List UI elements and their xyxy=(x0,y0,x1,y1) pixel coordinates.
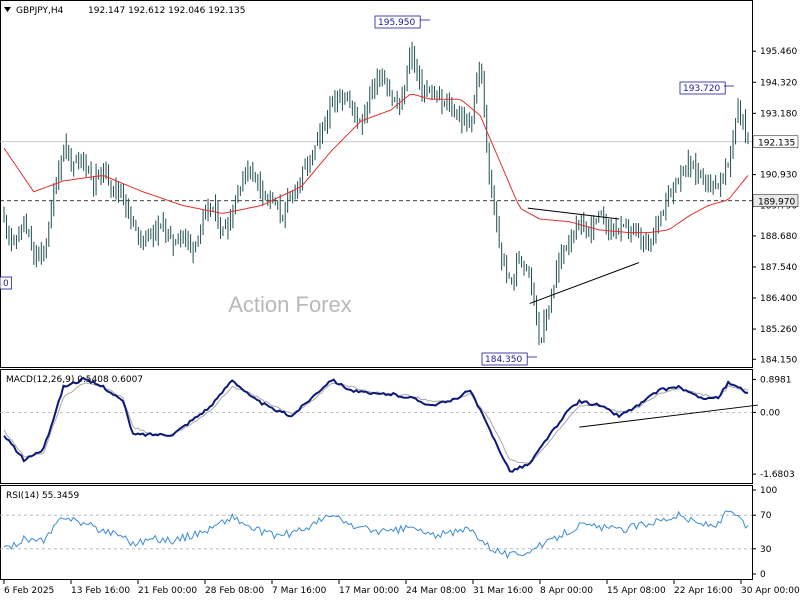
price-tick-label: 186.400 xyxy=(760,294,797,304)
recent-high-label-text: 193.720 xyxy=(683,84,720,94)
support-axis-label-text: 189.970 xyxy=(758,197,795,207)
time-tick-label: 31 Mar 16:00 xyxy=(473,586,533,596)
low-label: 184.350 xyxy=(481,352,528,366)
high-label-box xyxy=(374,15,421,29)
macd-line xyxy=(3,376,749,473)
recent-high-label-box xyxy=(679,81,726,95)
price-tick-label: 195.460 xyxy=(760,47,797,57)
left-cut-label-box xyxy=(0,276,13,290)
triangle-lower-line xyxy=(529,262,640,304)
time-tick-label: 7 Mar 16:00 xyxy=(272,586,327,596)
price-tick-label: 193.180 xyxy=(760,109,797,119)
time-tick-label: 8 Apr 00:00 xyxy=(540,586,593,596)
support-axis-label-box xyxy=(752,194,799,208)
dropdown-arrow-icon[interactable] xyxy=(4,7,11,12)
high-label-text: 195.950 xyxy=(378,18,415,28)
time-tick-label: 30 Apr 00:00 xyxy=(741,586,800,596)
watermark: Action Forex xyxy=(228,292,352,317)
current-price-axis-label-text: 192.135 xyxy=(758,138,795,148)
high-label: 195.950 xyxy=(374,15,421,29)
time-tick-label: 15 Apr 08:00 xyxy=(607,586,666,596)
macd-panel xyxy=(0,369,753,484)
price-tick-label: 185.260 xyxy=(760,325,797,335)
price-tick-label: 184.150 xyxy=(760,355,797,365)
rsi-tick-label: 0 xyxy=(760,570,766,580)
rsi-line xyxy=(3,510,749,560)
price-panel xyxy=(0,0,753,368)
triangle-upper-line xyxy=(527,207,620,220)
ohlc-values: 192.147 192.612 192.046 192.135 xyxy=(88,6,245,16)
rsi-title: RSI(14) 55.3459 xyxy=(6,491,79,501)
price-tick-label: 194.320 xyxy=(760,78,797,88)
rsi-tick-label: 70 xyxy=(760,511,772,521)
price-tick-label: 187.540 xyxy=(760,263,797,273)
time-tick-label: 6 Feb 2025 xyxy=(4,586,54,596)
low-label-text: 184.350 xyxy=(485,355,522,365)
left-cut-label-text: 0 xyxy=(3,279,9,289)
support-axis-label: 189.970 xyxy=(752,194,799,208)
left-cut-label: 0 xyxy=(0,276,13,290)
recent-high-label: 193.720 xyxy=(679,81,726,95)
rsi-layer xyxy=(0,510,752,560)
macd-tick-label: 0.00 xyxy=(760,408,780,418)
axis-layer: 195.460194.320193.180192.040190.930189.7… xyxy=(3,47,800,596)
current-price-axis-label-box xyxy=(752,135,799,149)
price-tick-label: 188.680 xyxy=(760,232,797,242)
price-layer: 195.950 184.350 193.720 0 xyxy=(0,15,752,366)
time-tick-label: 21 Feb 00:00 xyxy=(138,586,197,596)
time-tick-label: 17 Mar 00:00 xyxy=(339,586,399,596)
moving-average-line xyxy=(3,93,749,234)
macd-tick-label: 0.8981 xyxy=(760,375,792,385)
time-tick-label: 24 Mar 08:00 xyxy=(406,586,466,596)
macd-layer xyxy=(0,376,758,473)
rsi-tick-label: 100 xyxy=(760,486,777,496)
low-label-box xyxy=(481,352,528,366)
price-tick-label: 190.930 xyxy=(760,171,797,181)
macd-tick-label: -1.6803 xyxy=(760,470,795,480)
time-tick-label: 22 Apr 16:00 xyxy=(674,586,733,596)
time-tick-label: 13 Feb 16:00 xyxy=(71,586,130,596)
rsi-panel xyxy=(0,485,753,580)
macd-title: MACD(12,26,9) 0.5408 0.6007 xyxy=(6,375,143,385)
symbol-timeframe: GBPJPY,H4 xyxy=(16,6,64,16)
current-price-axis-label: 192.135 xyxy=(752,135,799,149)
rsi-tick-label: 30 xyxy=(760,545,772,555)
macd-trendline xyxy=(579,404,758,428)
time-tick-label: 28 Feb 08:00 xyxy=(205,586,264,596)
